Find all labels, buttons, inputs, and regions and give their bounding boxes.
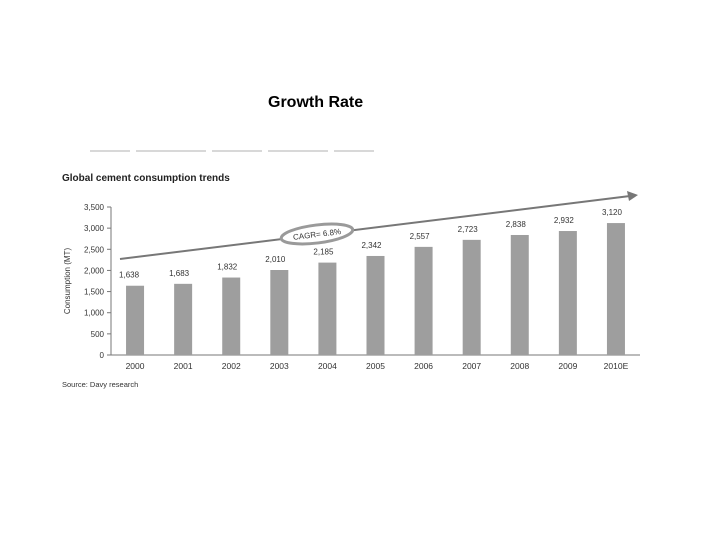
- bar: [414, 246, 433, 355]
- data-label: 1,638: [119, 271, 140, 280]
- data-label: 3,120: [602, 208, 623, 217]
- y-tick-label: 0: [100, 351, 105, 360]
- bar: [174, 283, 193, 355]
- x-tick-label: 2010E: [604, 361, 629, 371]
- data-label: 2,342: [361, 241, 382, 250]
- bar: [606, 223, 625, 355]
- y-axis-label: Consumption (MT): [63, 248, 72, 315]
- y-tick-label: 3,000: [84, 224, 105, 233]
- x-tick-label: 2002: [222, 361, 241, 371]
- y-tick-label: 3,500: [84, 203, 105, 212]
- bar: [270, 270, 289, 355]
- chart-title: Global cement consumption trends: [62, 173, 230, 184]
- data-label: 1,832: [217, 263, 238, 272]
- growth-arrow-head: [627, 191, 638, 201]
- cagr-badge: [279, 222, 355, 246]
- bar: [318, 262, 337, 355]
- y-tick-label: 1,500: [84, 288, 105, 297]
- data-label: 2,838: [506, 220, 527, 229]
- y-tick-label: 500: [91, 330, 105, 339]
- x-tick-label: 2004: [318, 361, 337, 371]
- x-tick-label: 2006: [414, 361, 433, 371]
- data-label: 2,010: [265, 255, 286, 264]
- bar: [222, 277, 241, 355]
- data-label: 2,932: [554, 216, 575, 225]
- data-label: 2,723: [458, 225, 479, 234]
- slide-title: Growth Rate: [268, 94, 364, 111]
- growth-arrow-line: [119, 195, 631, 260]
- x-tick-label: 2009: [558, 361, 577, 371]
- x-tick-label: 2008: [510, 361, 529, 371]
- data-label: 1,683: [169, 269, 190, 278]
- bar: [510, 234, 529, 355]
- x-tick-label: 2007: [462, 361, 481, 371]
- y-tick-label: 2,500: [84, 245, 105, 254]
- y-tick-label: 2,000: [84, 266, 105, 275]
- bar: [462, 239, 481, 355]
- bar: [366, 255, 385, 355]
- x-tick-label: 2003: [270, 361, 289, 371]
- bar: [126, 285, 145, 355]
- x-tick-label: 2005: [366, 361, 385, 371]
- data-label: 2,557: [410, 232, 431, 241]
- x-tick-label: 2001: [174, 361, 193, 371]
- data-label: 2,185: [313, 248, 334, 257]
- faint-text-line: [90, 142, 390, 152]
- chart-source: Source: Davy research: [62, 380, 139, 389]
- y-tick-label: 1,000: [84, 309, 105, 318]
- x-tick-label: 2000: [126, 361, 145, 371]
- bar: [558, 231, 577, 355]
